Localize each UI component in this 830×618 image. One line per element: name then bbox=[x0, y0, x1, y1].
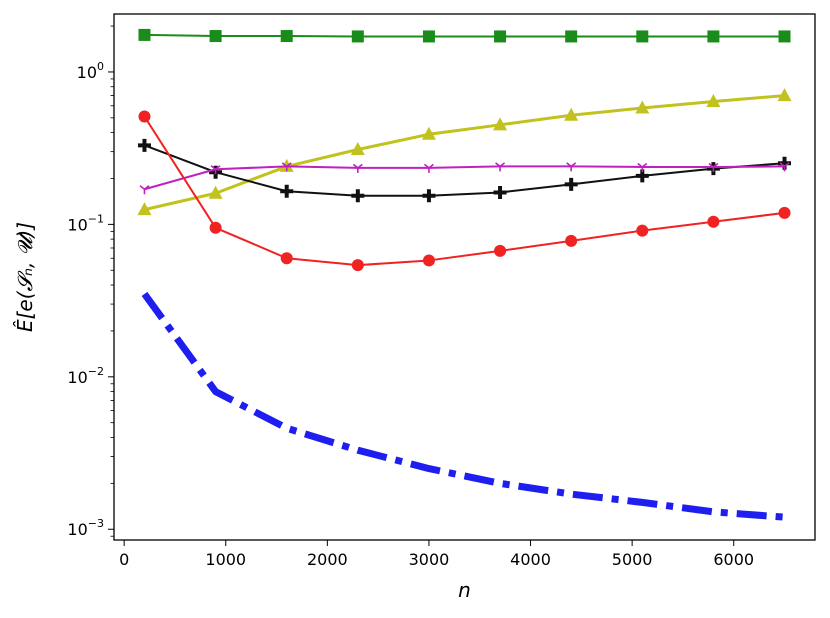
data-point bbox=[137, 202, 152, 216]
data-point bbox=[209, 221, 222, 234]
data-point bbox=[350, 141, 365, 155]
data-point bbox=[139, 185, 150, 195]
data-point bbox=[564, 107, 579, 121]
y-tick-label: 10−2 bbox=[67, 365, 104, 387]
data-point bbox=[707, 30, 720, 43]
data-point bbox=[138, 28, 151, 41]
data-point bbox=[778, 206, 791, 219]
data-point bbox=[494, 244, 507, 257]
series-5 bbox=[141, 291, 785, 521]
data-point bbox=[421, 126, 436, 140]
y-axis-label: Ê[e(𝓢ₙ, 𝓤)] bbox=[13, 222, 37, 332]
series-line bbox=[141, 291, 785, 521]
y-tick-exponent: −2 bbox=[88, 365, 104, 378]
series-2 bbox=[137, 138, 792, 203]
y-tick-label: 100 bbox=[77, 60, 104, 82]
y-tick-base: 10 bbox=[67, 520, 87, 539]
data-point bbox=[565, 30, 578, 43]
data-point bbox=[494, 30, 507, 43]
data-point bbox=[209, 30, 222, 43]
y-tick-label: 10−1 bbox=[67, 212, 104, 234]
data-point bbox=[137, 138, 151, 152]
plot-area bbox=[137, 28, 792, 521]
y-tick-exponent: −1 bbox=[88, 212, 104, 225]
data-point bbox=[636, 30, 649, 43]
series-line bbox=[144, 144, 785, 197]
data-point bbox=[422, 30, 435, 43]
y-tick-label: 10−3 bbox=[67, 517, 104, 539]
data-point bbox=[779, 162, 790, 172]
data-point bbox=[422, 189, 436, 203]
data-point bbox=[566, 162, 577, 172]
data-point bbox=[280, 30, 293, 43]
data-point bbox=[208, 185, 223, 199]
data-point bbox=[637, 162, 648, 172]
data-point bbox=[635, 100, 650, 114]
data-point bbox=[708, 162, 719, 172]
x-axis-label: n bbox=[458, 578, 471, 602]
data-point bbox=[493, 185, 507, 199]
data-point bbox=[707, 215, 720, 228]
series-line bbox=[144, 94, 785, 212]
data-point bbox=[423, 163, 434, 173]
x-tick-label: 1000 bbox=[205, 550, 246, 569]
data-point bbox=[778, 30, 791, 43]
data-point bbox=[706, 93, 721, 107]
series-line bbox=[144, 165, 785, 191]
series-0 bbox=[138, 28, 791, 43]
x-tick-label: 0 bbox=[119, 550, 129, 569]
series-1 bbox=[137, 88, 792, 216]
series-3 bbox=[139, 162, 790, 195]
x-tick-label: 4000 bbox=[510, 550, 551, 569]
y-tick-exponent: −3 bbox=[88, 517, 104, 530]
data-point bbox=[777, 88, 792, 102]
y-tick-base: 10 bbox=[67, 215, 87, 234]
data-point bbox=[565, 234, 578, 247]
data-point bbox=[352, 163, 363, 173]
y-tick-exponent: 0 bbox=[97, 60, 104, 73]
x-tick-label: 6000 bbox=[713, 550, 754, 569]
data-point bbox=[210, 165, 221, 175]
data-point bbox=[495, 162, 506, 172]
x-tick-label: 5000 bbox=[612, 550, 653, 569]
data-point bbox=[636, 224, 649, 237]
plot-frame bbox=[113, 13, 816, 541]
data-point bbox=[564, 177, 578, 191]
series-4 bbox=[138, 110, 791, 272]
data-point bbox=[280, 252, 293, 265]
data-point bbox=[280, 184, 294, 198]
series-line bbox=[144, 33, 785, 38]
y-tick-base: 10 bbox=[77, 63, 97, 82]
data-point bbox=[422, 254, 435, 267]
data-point bbox=[351, 189, 365, 203]
x-tick-label: 3000 bbox=[409, 550, 450, 569]
data-point bbox=[351, 30, 364, 43]
data-point bbox=[351, 259, 364, 272]
x-tick-label: 2000 bbox=[307, 550, 348, 569]
data-point bbox=[493, 117, 508, 131]
y-tick-base: 10 bbox=[67, 368, 87, 387]
data-point bbox=[138, 110, 151, 123]
data-point bbox=[281, 162, 292, 172]
series-line bbox=[143, 115, 785, 267]
